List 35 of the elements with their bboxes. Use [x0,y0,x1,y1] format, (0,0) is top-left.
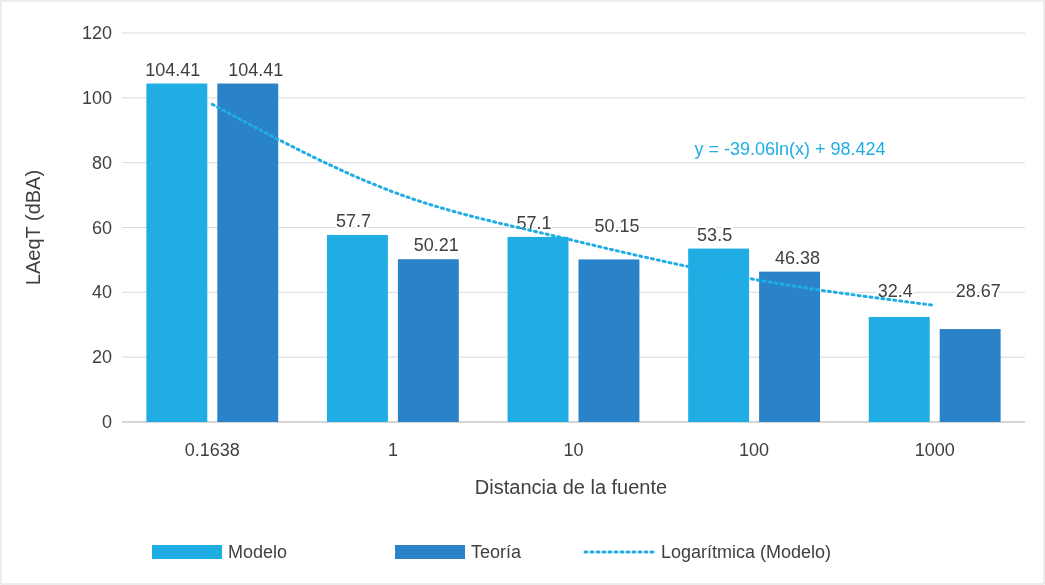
bar [868,316,930,422]
bar [939,329,1001,422]
y-tick-label: 60 [91,217,112,238]
data-label: 53.5 [697,224,733,245]
legend-label: Teoría [471,542,523,562]
bar [759,271,821,422]
bar [397,259,459,422]
bar [578,259,640,422]
data-label: 32.4 [877,281,913,302]
data-label: 104.41 [145,59,201,80]
x-tick-label: 0.1638 [184,440,240,460]
y-tick-label: 20 [91,347,112,368]
x-axis-title: Distancia de la fuente [474,476,668,498]
x-tick-label: 10 [563,440,584,460]
y-tick-label: 80 [91,152,112,173]
legend-label: Modelo [228,542,288,562]
legend-label: Logarítmica (Modelo) [661,542,832,562]
y-tick-label: 0 [101,412,112,432]
data-label: 28.67 [955,281,1001,302]
data-label: 57.7 [335,210,371,231]
bar [326,234,388,422]
data-label: 46.38 [775,247,821,268]
bar [146,83,208,422]
y-tick-label: 120 [81,23,112,43]
annotation: y = -39.06ln(x) + 98.424 [694,139,886,159]
y-tick-label: 40 [91,282,112,303]
x-tick-label: 1000 [914,440,955,460]
data-label: 104.41 [228,59,284,80]
data-label: 50.21 [413,235,459,256]
bar [217,83,279,422]
y-tick-label: 100 [81,87,112,108]
x-tick-label: 100 [739,440,770,460]
data-label: 50.15 [594,216,640,237]
y-axis-title: LAeqT (dBA) [22,169,44,286]
x-tick-label: 1 [387,440,398,460]
